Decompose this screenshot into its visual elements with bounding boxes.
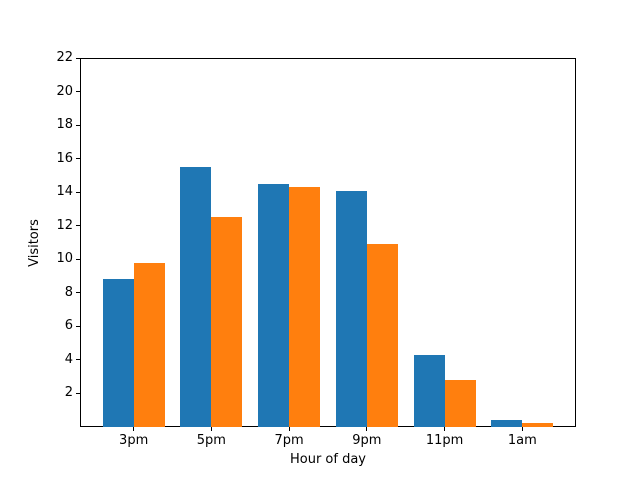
y-tick-mark [76,225,80,227]
y-tick-mark [76,258,80,260]
x-tick-label: 7pm [274,433,304,448]
bar-series-2-orange-11pm [444,380,476,427]
y-tick-label: 22 [56,50,73,65]
y-tick-mark [76,91,80,93]
bar-series-2-orange-9pm [366,244,398,427]
y-tick-label: 10 [56,251,73,267]
y-tick-mark [76,124,80,126]
y-axis-label-wrap: Visitors [22,58,48,427]
y-tick-mark [76,158,80,160]
y-tick-label: 20 [56,83,73,99]
bar-series-1-blue-5pm [180,167,212,427]
bar-series-2-orange-7pm [289,187,321,427]
y-tick-label: 2 [64,385,73,401]
bar-series-1-blue-11pm [413,354,445,427]
y-tick-label: 14 [56,184,73,200]
bar-series-1-blue-7pm [258,183,290,427]
y-tick-label: 16 [56,150,73,166]
y-tick-mark [76,392,80,394]
x-tick-label: 5pm [196,433,226,448]
x-tick-label: 3pm [119,433,149,448]
y-tick-mark [76,359,80,361]
bar-series-2-orange-3pm [133,262,165,427]
x-tick-label: 1am [507,433,537,448]
x-axis-label: Hour of day [289,452,367,467]
bar-series-2-orange-5pm [211,217,243,427]
x-tick-mark [521,427,523,431]
x-tick-mark [133,427,135,431]
x-tick-mark [210,427,212,431]
y-tick-mark [76,292,80,294]
bar-series-1-blue-3pm [102,279,134,427]
y-axis-label: Visitors [27,218,42,267]
y-tick-label: 4 [64,351,73,367]
y-tick-label: 12 [56,217,73,233]
x-tick-label: 11pm [425,433,464,448]
y-tick-label: 8 [64,284,73,300]
bar-series-1-blue-1am [491,420,523,427]
x-tick-mark [444,427,446,431]
y-tick-label: 18 [56,117,73,133]
y-tick-mark [76,57,80,59]
x-tick-mark [366,427,368,431]
bar-series-2-orange-1am [522,422,554,427]
x-tick-mark [288,427,290,431]
bar-series-1-blue-9pm [335,190,367,427]
x-tick-label: 9pm [352,433,382,448]
y-tick-label: 6 [64,318,73,334]
y-tick-mark [76,325,80,327]
y-tick-mark [76,191,80,193]
